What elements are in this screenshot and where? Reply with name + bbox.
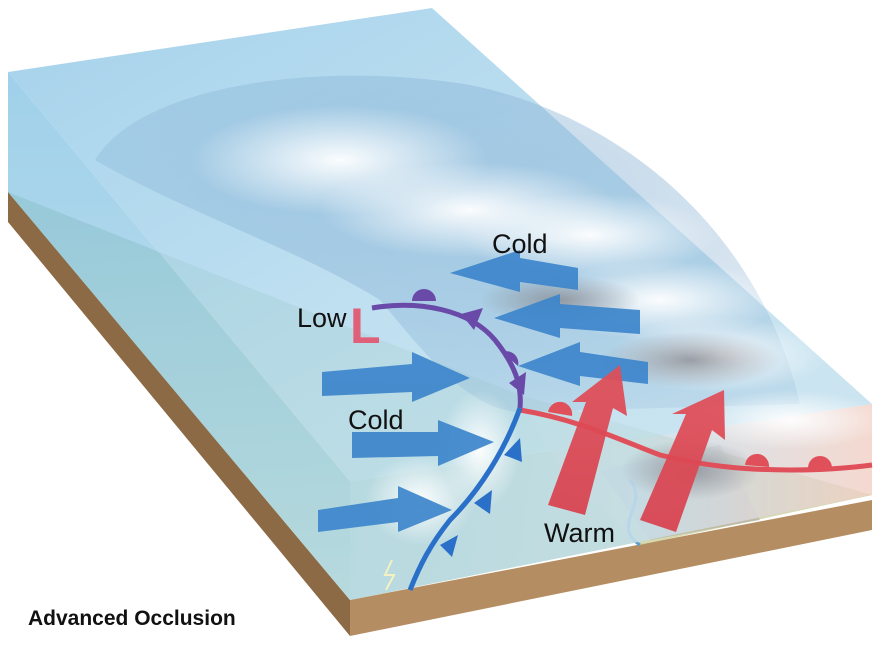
lightning-icon — [383, 559, 396, 591]
cold-front — [407, 407, 523, 591]
occluded-front-symbol — [412, 289, 526, 395]
cold-air-label-top: Cold — [492, 229, 548, 259]
warm-air-label: Warm — [544, 518, 615, 548]
warm-air-arrow — [548, 365, 725, 532]
ground-left-side — [8, 192, 350, 636]
cold-front-symbol — [440, 438, 522, 557]
figure-title: Advanced Occlusion — [28, 607, 236, 630]
low-pressure-label: Low — [297, 303, 347, 333]
air-left-face — [8, 72, 350, 600]
cold-air-arrow — [318, 352, 494, 532]
warm-front-symbol — [548, 401, 832, 468]
cold-air-label-left: Cold — [348, 405, 404, 435]
ground-front-side — [350, 500, 872, 636]
low-pressure-symbol: L — [350, 298, 381, 354]
